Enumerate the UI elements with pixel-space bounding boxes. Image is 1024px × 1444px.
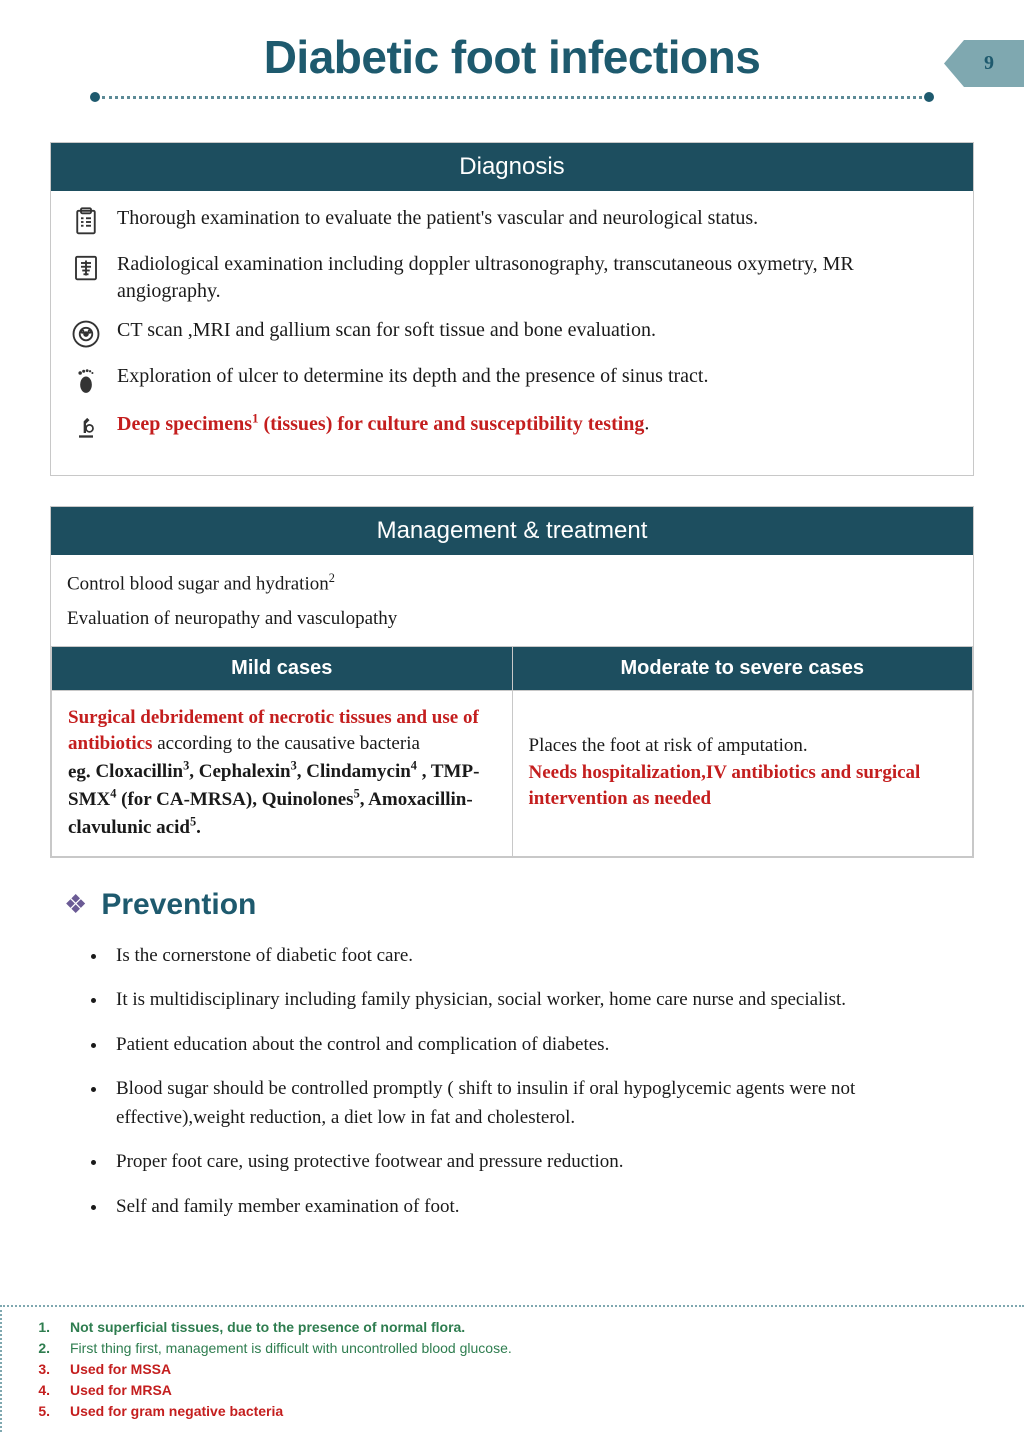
footnote-item: 1.Not superficial tissues, due to the pr…	[32, 1317, 994, 1338]
scanner-icon	[69, 317, 103, 351]
list-item: Proper foot care, using protective footw…	[108, 1148, 974, 1177]
diagnosis-item: Exploration of ulcer to determine its de…	[69, 363, 955, 397]
list-item: Blood sugar should be controlled promptl…	[108, 1075, 974, 1132]
list-item: Is the cornerstone of diabetic foot care…	[108, 942, 974, 971]
foot-icon	[69, 363, 103, 397]
diagnosis-item: Thorough examination to evaluate the pat…	[69, 205, 955, 239]
col-header-severe: Moderate to severe cases	[512, 646, 973, 690]
clipboard-icon	[69, 205, 103, 239]
title-divider	[90, 92, 934, 102]
prevention-heading-row: ❖ Prevention	[64, 888, 974, 922]
prevention-list: Is the cornerstone of diabetic foot care…	[50, 942, 974, 1222]
xray-icon	[69, 251, 103, 285]
diagnosis-heading: Diagnosis	[51, 143, 973, 191]
col-header-mild: Mild cases	[52, 646, 513, 690]
footnotes: 1.Not superficial tissues, due to the pr…	[0, 1305, 1024, 1432]
list-item: It is multidisciplinary including family…	[108, 986, 974, 1015]
footnote-item: 2.First thing first, management is diffi…	[32, 1338, 994, 1359]
severe-cell: Places the foot at risk of amputation. N…	[512, 690, 973, 856]
diagnosis-text: Radiological examination including doppl…	[117, 251, 955, 305]
footnote-item: 4.Used for MRSA	[32, 1380, 994, 1401]
footnote-item: 3.Used for MSSA	[32, 1359, 994, 1380]
page-title: Diabetic foot infections	[50, 30, 974, 84]
mild-cell: Surgical debridement of necrotic tissues…	[52, 690, 513, 856]
diagnosis-item: Deep specimens1 (tissues) for culture an…	[69, 409, 955, 443]
management-panel: Management & treatment Control blood sug…	[50, 506, 974, 858]
diagnosis-text: CT scan ,MRI and gallium scan for soft t…	[117, 317, 656, 344]
diagnosis-item: Radiological examination including doppl…	[69, 251, 955, 305]
diamond-bullet-icon: ❖	[64, 890, 87, 920]
management-intro: Control blood sugar and hydration2 Evalu…	[51, 555, 973, 646]
diagnosis-text-highlight: Deep specimens1 (tissues) for culture an…	[117, 409, 649, 438]
diagnosis-panel: Diagnosis Thorough examination to evalua…	[50, 142, 974, 476]
prevention-heading: Prevention	[101, 888, 256, 922]
list-item: Patient education about the control and …	[108, 1031, 974, 1060]
list-item: Self and family member examination of fo…	[108, 1193, 974, 1222]
page-header: Diabetic foot infections 9	[50, 30, 974, 102]
diagnosis-text: Exploration of ulcer to determine its de…	[117, 363, 708, 390]
microscope-icon	[69, 409, 103, 443]
footnote-item: 5.Used for gram negative bacteria	[32, 1401, 994, 1422]
management-table: Mild cases Moderate to severe cases Surg…	[51, 646, 973, 857]
diagnosis-text: Thorough examination to evaluate the pat…	[117, 205, 758, 232]
management-heading: Management & treatment	[51, 507, 973, 555]
diagnosis-item: CT scan ,MRI and gallium scan for soft t…	[69, 317, 955, 351]
